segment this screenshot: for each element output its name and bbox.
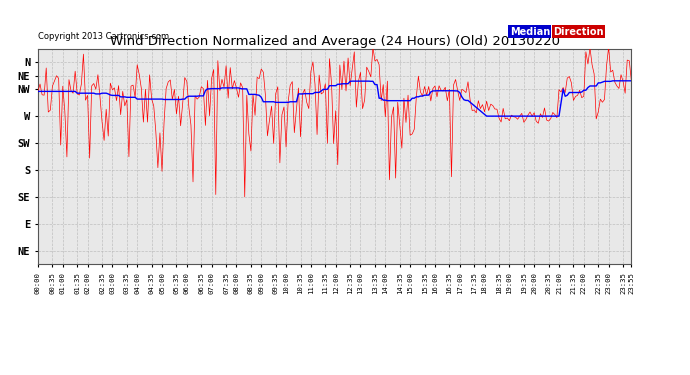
Text: Copyright 2013 Cartronics.com: Copyright 2013 Cartronics.com [38,32,169,41]
Title: Wind Direction Normalized and Average (24 Hours) (Old) 20130220: Wind Direction Normalized and Average (2… [110,34,560,48]
Text: Median: Median [510,27,550,37]
Text: Direction: Direction [553,27,604,37]
